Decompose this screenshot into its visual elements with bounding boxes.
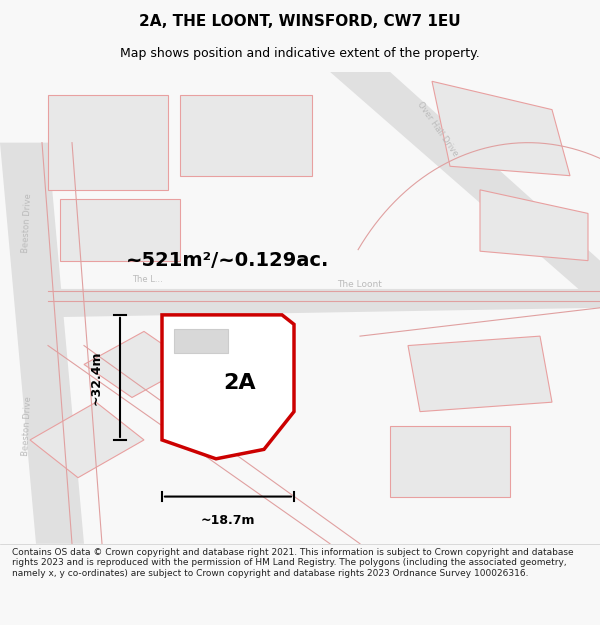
Polygon shape <box>480 190 588 261</box>
Text: 2A, THE LOONT, WINSFORD, CW7 1EU: 2A, THE LOONT, WINSFORD, CW7 1EU <box>139 14 461 29</box>
Text: Over Hall Drive: Over Hall Drive <box>416 99 460 158</box>
Text: 2A: 2A <box>224 373 256 393</box>
Text: ~521m²/~0.129ac.: ~521m²/~0.129ac. <box>127 251 329 270</box>
Polygon shape <box>48 289 600 318</box>
Polygon shape <box>390 426 510 496</box>
Polygon shape <box>330 72 600 308</box>
Text: Contains OS data © Crown copyright and database right 2021. This information is : Contains OS data © Crown copyright and d… <box>12 548 574 578</box>
Text: Beeston Drive: Beeston Drive <box>21 192 33 253</box>
Polygon shape <box>432 81 570 176</box>
Text: Beeston Drive: Beeston Drive <box>21 396 33 456</box>
Polygon shape <box>30 402 144 478</box>
Polygon shape <box>84 331 192 398</box>
Polygon shape <box>48 96 168 190</box>
Polygon shape <box>180 96 312 176</box>
Text: ~18.7m: ~18.7m <box>201 514 255 527</box>
Text: ~32.4m: ~32.4m <box>89 350 103 404</box>
Text: The Loont: The Loont <box>338 280 382 289</box>
Polygon shape <box>162 315 294 459</box>
Polygon shape <box>60 199 180 261</box>
Polygon shape <box>0 142 84 544</box>
Polygon shape <box>408 336 552 412</box>
Polygon shape <box>174 329 228 352</box>
Text: The L...: The L... <box>132 275 163 284</box>
Text: Map shows position and indicative extent of the property.: Map shows position and indicative extent… <box>120 48 480 61</box>
